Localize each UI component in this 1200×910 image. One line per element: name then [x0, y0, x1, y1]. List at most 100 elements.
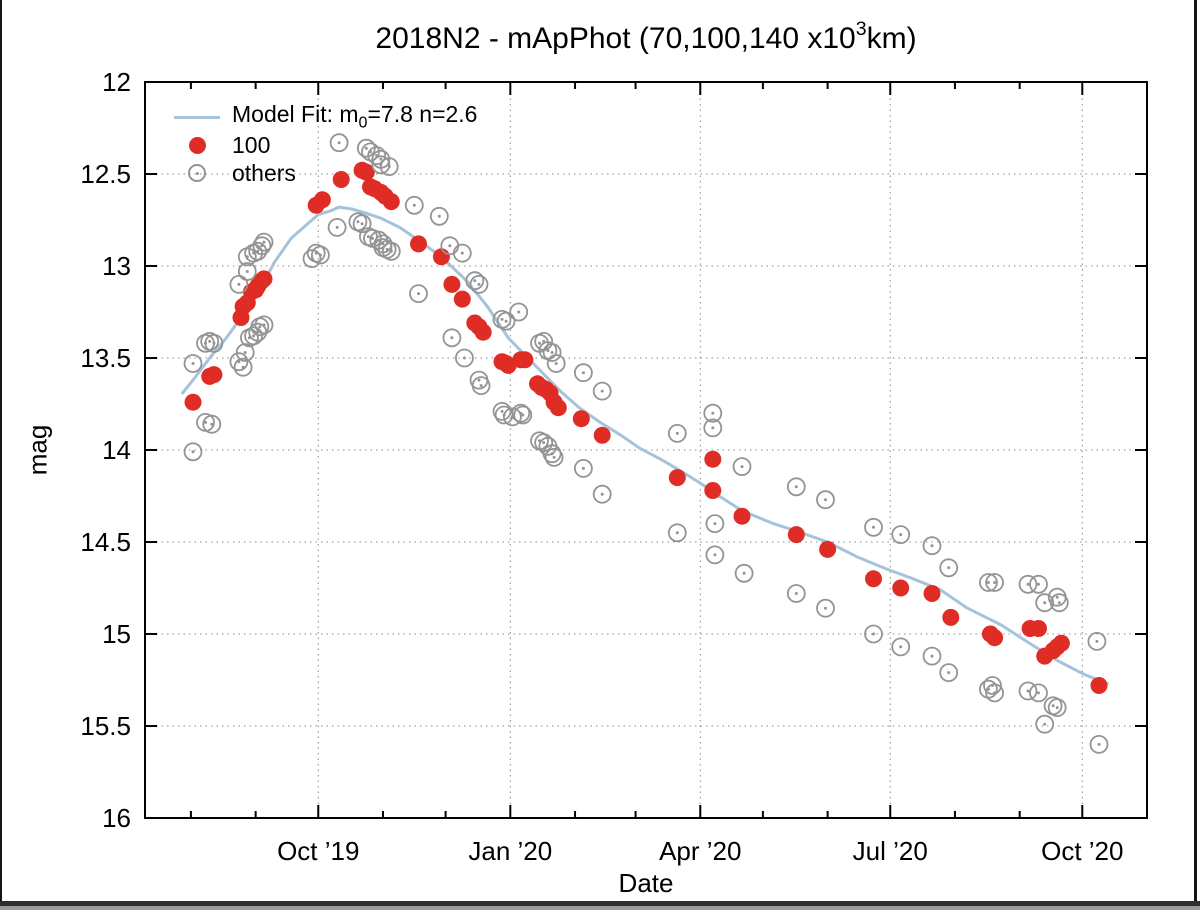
data-point-others-center-dot [1097, 742, 1101, 746]
data-point-others [492, 401, 512, 421]
data-point-others-center-dot [550, 351, 554, 354]
data-point-others [254, 232, 274, 252]
data-point-others [454, 348, 474, 368]
data-point-others [237, 262, 257, 281]
data-point-others-center-dot [504, 319, 508, 323]
data-point-others [732, 457, 752, 477]
series-100 [184, 161, 1108, 694]
data-point-others-center-dot [208, 339, 212, 343]
data-point-others-center-dot [450, 336, 454, 340]
data-point-others-center-dot [252, 251, 256, 255]
legend-label-others: others [232, 159, 296, 186]
data-point-others-center-dot [387, 165, 391, 169]
data-point-others [248, 241, 268, 261]
data-point-others-center-dot [947, 671, 951, 675]
data-point-others-center-dot [412, 203, 416, 207]
data-point-others [705, 514, 725, 533]
data-point-others [816, 598, 835, 618]
model-fit [181, 205, 1109, 686]
data-point-others [546, 354, 566, 373]
data-point-100 [1030, 620, 1047, 637]
data-point-others-center-dot [554, 362, 558, 365]
data-point-others-center-dot [477, 378, 481, 382]
data-point-others-center-dot [212, 341, 216, 345]
data-point-others [310, 245, 330, 265]
data-point-others-center-dot [986, 581, 990, 584]
data-point-others [574, 458, 593, 478]
data-point-others-center-dot [252, 334, 256, 338]
data-point-100 [668, 469, 686, 487]
data-point-others [734, 563, 754, 583]
data-point-others [379, 157, 399, 177]
model-fit-label-subscript: 0 [358, 113, 368, 132]
data-point-others [511, 403, 531, 423]
data-point-others [381, 241, 401, 261]
model-fit-label-suffix: =7.8 n=2.6 [367, 101, 478, 128]
data-point-others [544, 447, 564, 467]
data-point-others [1029, 574, 1048, 594]
data-point-others-center-dot [1057, 601, 1061, 605]
data-point-others-center-dot [500, 317, 504, 321]
data-point-100 [733, 507, 751, 525]
data-point-others [1089, 735, 1109, 754]
data-point-others-center-dot [258, 325, 262, 329]
data-point-others [1087, 632, 1107, 651]
data-point-others-center-dot [711, 411, 715, 415]
y-tick-label: 13 [102, 251, 131, 281]
data-point-100 [572, 410, 590, 428]
data-point-others-center-dot [1026, 689, 1030, 693]
data-point-others-center-dot [237, 282, 241, 286]
data-point-others [891, 637, 911, 657]
data-point-others [503, 407, 522, 427]
data-point-others [244, 326, 264, 346]
data-point-others [509, 302, 529, 322]
data-point-others-center-dot [824, 606, 827, 610]
data-point-others-center-dot [930, 654, 934, 658]
data-point-others-center-dot [899, 533, 903, 537]
data-point-others-center-dot [517, 310, 521, 314]
data-point-others [469, 274, 489, 294]
data-point-others-center-dot [824, 498, 827, 502]
data-point-others [404, 195, 424, 215]
data-point-others-center-dot [552, 455, 556, 459]
data-point-others-center-dot [477, 282, 481, 286]
data-point-others [592, 381, 612, 401]
data-point-others [513, 405, 533, 425]
screen-edge-bottom-dark [0, 901, 1200, 906]
data-point-others [254, 315, 274, 335]
data-point-100 [549, 399, 567, 417]
legend: Model Fit: m0=7.8 n=2.6 100 others [168, 101, 477, 187]
y-tick-label: 14 [102, 435, 131, 465]
data-point-others-center-dot [314, 251, 318, 255]
legend-label-model-fit: Model Fit: m0=7.8 n=2.6 [226, 101, 477, 133]
data-point-others [985, 683, 1004, 703]
x-tick-label: Apr ’20 [659, 836, 741, 866]
data-point-others-center-dot [930, 544, 934, 548]
legend-item-100: 100 [168, 131, 477, 159]
data-point-others-center-dot [337, 141, 341, 145]
data-point-others [703, 403, 723, 423]
data-point-others [471, 376, 491, 396]
data-point-others [204, 333, 224, 353]
data-point-others [442, 328, 462, 348]
data-point-100 [453, 290, 471, 308]
data-point-others [1029, 683, 1048, 703]
data-point-others [922, 536, 942, 556]
data-point-others [816, 490, 835, 510]
x-tick-label: Jan ’20 [468, 836, 552, 866]
data-point-others-center-dot [600, 389, 604, 393]
data-point-100 [313, 191, 331, 209]
data-point-others-center-dot [366, 235, 370, 239]
data-point-others-center-dot [437, 214, 441, 218]
data-point-others-center-dot [711, 426, 715, 430]
x-tick-label: Oct ’19 [277, 836, 359, 866]
x-tick-label: Oct ’20 [1041, 836, 1123, 866]
data-point-others-center-dot [1037, 582, 1040, 586]
data-point-others-center-dot [262, 323, 266, 327]
data-point-others [705, 545, 725, 565]
data-point-others-center-dot [191, 450, 195, 454]
data-point-others [983, 676, 1002, 695]
data-point-others-center-dot [581, 371, 585, 375]
data-point-others-center-dot [462, 356, 466, 360]
data-point-others-center-dot [360, 222, 364, 226]
